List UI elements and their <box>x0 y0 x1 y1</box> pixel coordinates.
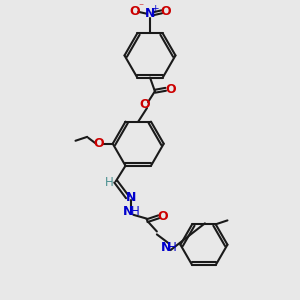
Text: O: O <box>158 210 168 223</box>
Text: N: N <box>126 191 136 204</box>
Text: H: H <box>131 206 140 218</box>
Text: N: N <box>123 206 134 218</box>
Text: O: O <box>165 83 176 96</box>
Text: O: O <box>94 137 104 150</box>
Text: O: O <box>140 98 150 112</box>
Text: H: H <box>168 241 177 254</box>
Text: O: O <box>129 5 140 18</box>
Text: O: O <box>160 5 171 18</box>
Text: N: N <box>160 241 171 254</box>
Text: H: H <box>104 176 113 189</box>
Text: +: + <box>151 4 159 14</box>
Text: N: N <box>145 7 155 20</box>
Text: ⁻: ⁻ <box>139 2 144 12</box>
